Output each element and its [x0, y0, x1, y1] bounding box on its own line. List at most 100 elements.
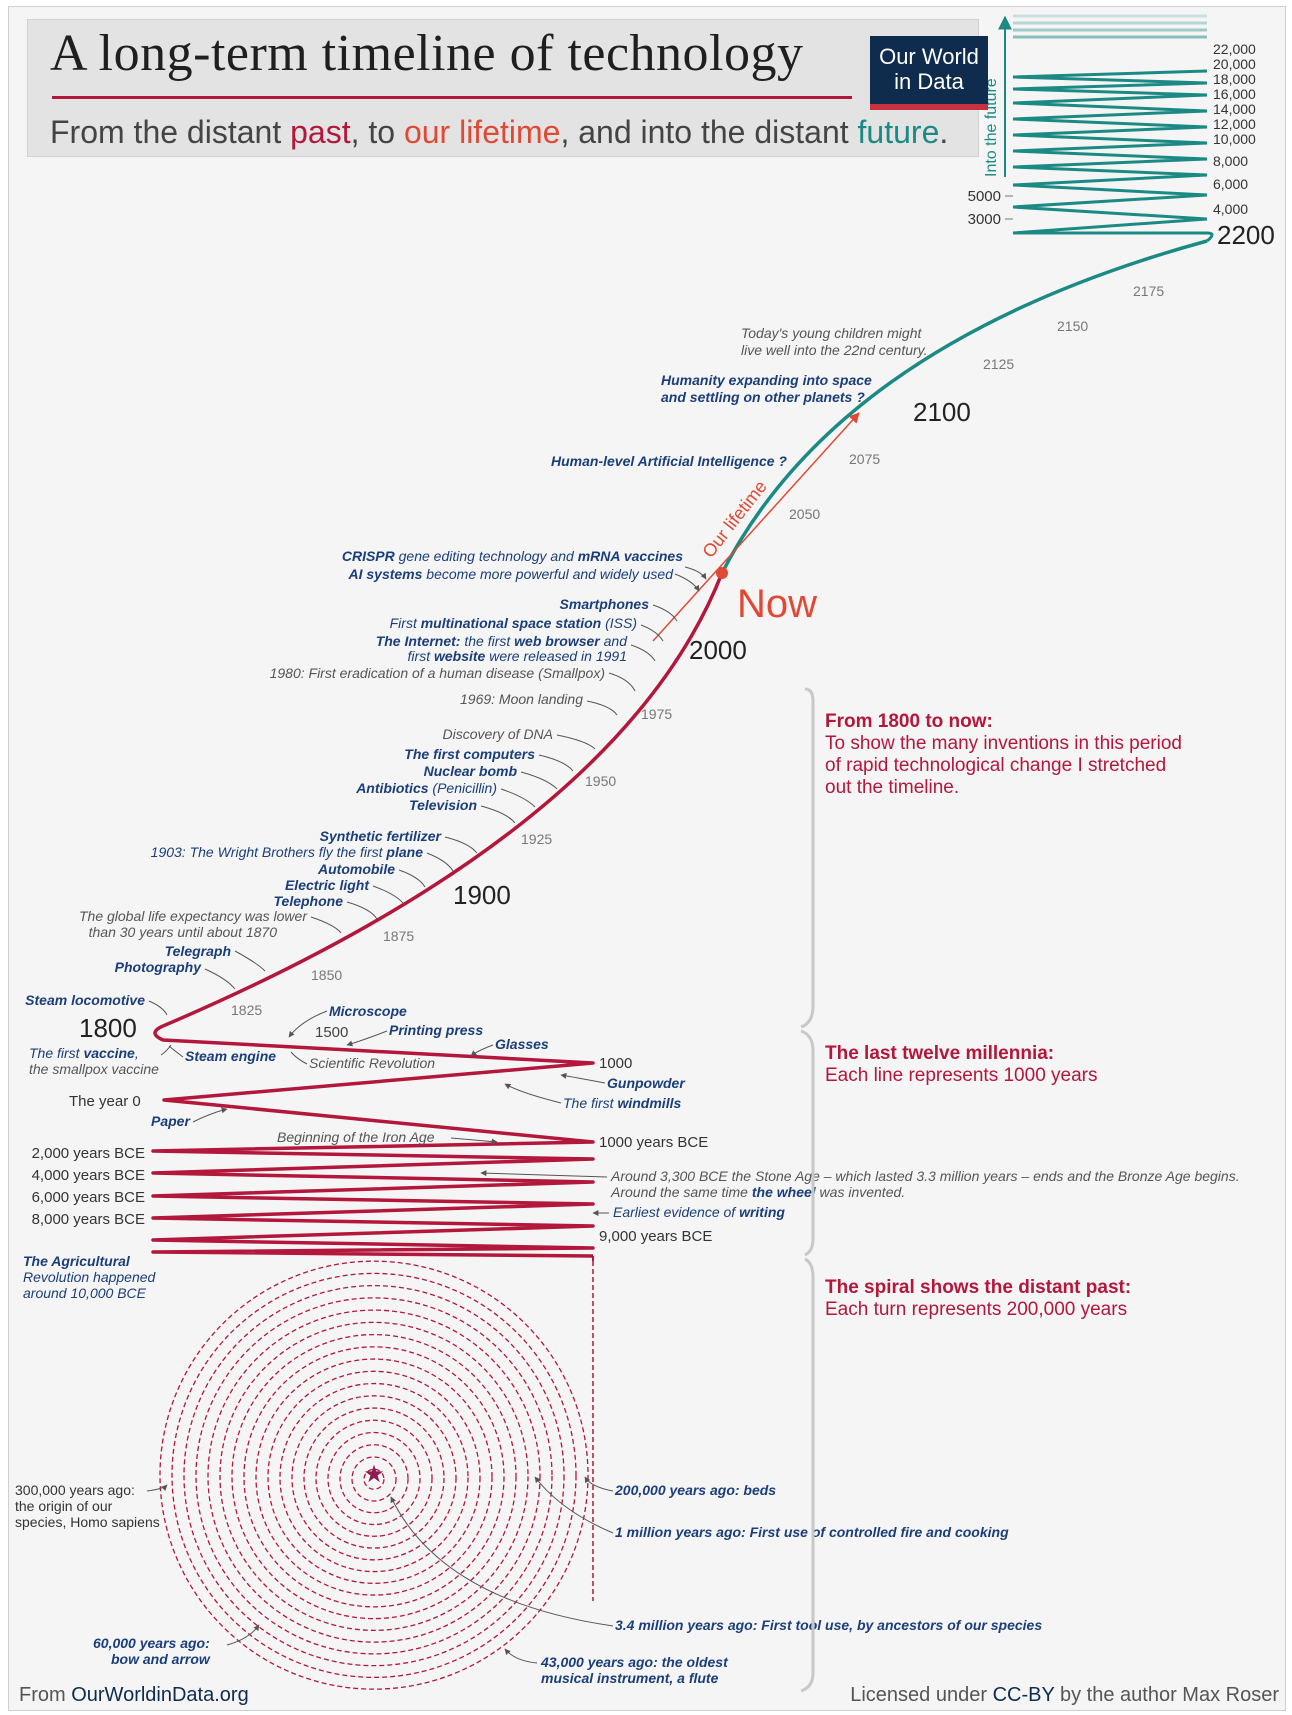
- spiral-ring: [195, 1297, 553, 1655]
- spiral-leader-lines: [146, 1476, 614, 1664]
- future-tick-label: 10,000: [1213, 131, 1256, 147]
- section-spiral-heading: The spiral shows the distant past:: [825, 1277, 1131, 1298]
- future-tick-label: 14,000: [1213, 101, 1256, 117]
- year-1900-label: 1900: [453, 880, 511, 910]
- event-television: Television: [409, 797, 477, 813]
- children-note-line2: live well into the 22nd century.: [741, 342, 928, 358]
- event-windmills: The first windmills: [563, 1095, 681, 1111]
- future-tick-label: 22,000: [1213, 41, 1256, 57]
- tick-8000bce: 8,000 years BCE: [32, 1211, 145, 1228]
- event-internet-line2: first website were released in 1991: [408, 648, 627, 664]
- tick-2050: 2050: [789, 506, 820, 522]
- event-steam-loco: Steam locomotive: [25, 992, 145, 1008]
- event-glasses: Glasses: [495, 1036, 549, 1052]
- event-iron-age: Beginning of the Iron Age: [277, 1129, 435, 1145]
- event-leader-lines: [148, 566, 707, 1016]
- section-1800-body2: of rapid technological change I stretche…: [825, 755, 1166, 776]
- spiral-ring: [303, 1407, 445, 1549]
- event-tools: 3.4 million years ago: First tool use, b…: [615, 1617, 1042, 1633]
- tick-1975: 1975: [641, 706, 672, 722]
- our-lifetime-arrow: [652, 412, 860, 642]
- subtitle-lifetime: our lifetime: [403, 114, 561, 150]
- millennia-leader-lines: [160, 1010, 609, 1216]
- section-1800-now: From 1800 to now: To show the many inven…: [825, 711, 1182, 798]
- footer-site-link[interactable]: OurWorldinData.org: [71, 1684, 248, 1706]
- tick-1875: 1875: [383, 928, 414, 944]
- tick-2125: 2125: [983, 356, 1014, 372]
- future-left-tick-5000: 5000: [968, 188, 1013, 205]
- event-homo-line1: 300,000 years ago:: [15, 1482, 135, 1498]
- subtitle-future: future: [857, 114, 940, 150]
- section-millennia: The last twelve millennia: Each line rep…: [825, 1043, 1098, 1086]
- event-smartphones: Smartphones: [560, 596, 650, 612]
- subtitle-part-5: , and into the distant: [560, 114, 858, 150]
- event-moon: 1969: Moon landing: [460, 691, 583, 707]
- spiral-ring: [267, 1370, 481, 1584]
- footer-license: Licensed under CC-BY by the author Max R…: [850, 1684, 1279, 1706]
- tick-1950: 1950: [585, 773, 616, 789]
- event-printing: Printing press: [389, 1022, 483, 1038]
- space-note-line1: Humanity expanding into space: [661, 372, 872, 388]
- event-electric: Electric light: [285, 877, 370, 893]
- event-crispr-line1: CRISPR gene editing technology and mRNA …: [342, 548, 683, 564]
- tick-1000: 1000: [599, 1055, 632, 1072]
- event-bow-line2: bow and arrow: [111, 1651, 211, 1667]
- tick-1925: 1925: [521, 831, 552, 847]
- event-antibiotics: Antibiotics (Penicillin): [355, 780, 497, 796]
- event-vaccine-line1: The first vaccine,: [29, 1045, 139, 1061]
- footer-source: From OurWorldinData.org: [19, 1684, 249, 1706]
- year-1800-label: 1800: [79, 1013, 137, 1043]
- event-iss: First multinational space station (ISS): [390, 615, 637, 631]
- section-spiral-body: Each turn represents 200,000 years: [825, 1299, 1127, 1320]
- tick-9000bce: 9,000 years BCE: [599, 1228, 712, 1245]
- event-agri-line2: Revolution happened: [23, 1269, 157, 1285]
- space-note-line2: and settling on other planets ?: [661, 389, 865, 405]
- event-flute-line2: musical instrument, a flute: [541, 1670, 719, 1686]
- event-microscope: Microscope: [329, 1003, 407, 1019]
- section-millennia-body: Each line represents 1000 years: [825, 1065, 1098, 1086]
- subtitle-past: past: [290, 114, 351, 150]
- future-left-tick-3000: 3000: [968, 211, 1013, 228]
- event-homo-line2: the origin of our: [15, 1498, 113, 1514]
- event-lifeexp-line2: than 30 years until about 1870: [89, 924, 278, 940]
- spiral-ring: [363, 1468, 385, 1490]
- future-tick-label: 8,000: [1213, 153, 1248, 169]
- event-homo-line3: species, Homo sapiens: [15, 1514, 160, 1530]
- spiral-ring: [255, 1358, 493, 1596]
- event-telegraph: Telegraph: [165, 943, 231, 959]
- tick-1000bce: 1000 years BCE: [599, 1134, 708, 1151]
- footer-license-link[interactable]: CC-BY: [993, 1684, 1055, 1706]
- tick-6000bce: 6,000 years BCE: [32, 1189, 145, 1206]
- origin-star-icon: ★: [363, 1461, 385, 1488]
- event-gunpowder: Gunpowder: [607, 1075, 686, 1091]
- event-lifeexp-line1: The global life expectancy was lower: [79, 908, 308, 924]
- future-tick-3000: 3000: [968, 211, 1001, 228]
- event-flute-line1: 43,000 years ago: the oldest: [540, 1654, 729, 1670]
- event-paper: Paper: [151, 1113, 191, 1129]
- events-1800-now: CRISPR gene editing technology and mRNA …: [25, 548, 683, 1008]
- subtitle-part-3: , to: [350, 114, 404, 150]
- section-1800-body3: out the timeline.: [825, 777, 959, 798]
- spiral-ring: [351, 1456, 397, 1502]
- tick-1500: 1500: [315, 1024, 348, 1041]
- spiral-ring: [219, 1321, 529, 1632]
- section-1800-body1: To show the many inventions in this peri…: [825, 733, 1182, 754]
- spiral-labels: 300,000 years ago: the origin of our spe…: [15, 1482, 1042, 1686]
- event-crispr-line2: AI systems become more powerful and wide…: [347, 566, 674, 582]
- event-stone-age-line1: Around 3,300 BCE the Stone Age – which l…: [610, 1168, 1240, 1184]
- spiral-ring: [171, 1272, 577, 1679]
- event-computers: The first computers: [404, 746, 535, 762]
- page-title: A long-term timeline of technology: [50, 25, 804, 82]
- spiral-ring: [291, 1395, 457, 1561]
- spiral-ring: [339, 1444, 409, 1514]
- section-millennia-heading: The last twelve millennia:: [825, 1043, 1054, 1064]
- owid-logo[interactable]: Our World in Data: [870, 36, 988, 108]
- event-bow-line1: 60,000 years ago:: [93, 1635, 210, 1651]
- event-automobile: Automobile: [317, 861, 395, 877]
- event-stone-age-line2: Around the same time the wheel was inven…: [610, 1184, 905, 1200]
- curve-1800-now: [162, 572, 724, 1028]
- section-spiral: The spiral shows the distant past: Each …: [825, 1277, 1131, 1320]
- event-agri-line1: The Agricultural: [23, 1253, 131, 1269]
- curve-ticks: 2175 2150 2125 2075 2050 1975 1950 1925 …: [231, 283, 1164, 1018]
- event-agri-line3: around 10,000 BCE: [23, 1285, 147, 1301]
